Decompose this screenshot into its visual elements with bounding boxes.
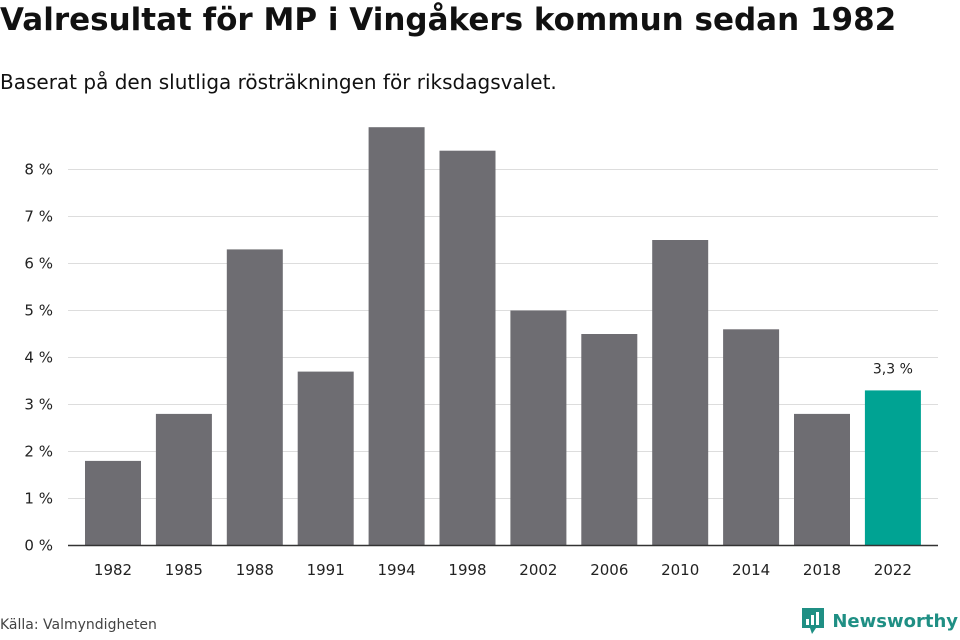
bar bbox=[652, 240, 709, 546]
x-tick-label: 2014 bbox=[732, 561, 770, 579]
newsworthy-logo-icon bbox=[802, 608, 825, 634]
x-tick-label: 2010 bbox=[661, 561, 699, 579]
y-tick-label: 2 % bbox=[24, 443, 53, 461]
bar bbox=[85, 460, 141, 546]
y-tick-label: 1 % bbox=[24, 490, 53, 508]
y-tick-label: 4 % bbox=[24, 349, 53, 367]
bar bbox=[368, 127, 425, 546]
bar bbox=[155, 413, 212, 546]
chart-title: Valresultat för MP i Vingåkers kommun se… bbox=[0, 2, 897, 38]
bar bbox=[581, 334, 638, 546]
x-tick-label: 2006 bbox=[590, 561, 628, 579]
y-tick-label: 3 % bbox=[24, 396, 53, 414]
chart-subtitle: Baserat på den slutliga rösträkningen fö… bbox=[0, 70, 557, 94]
y-tick-label: 8 % bbox=[24, 161, 53, 179]
bar bbox=[864, 390, 921, 546]
x-tick-label: 1998 bbox=[448, 561, 486, 579]
source-note: Källa: Valmyndigheten bbox=[0, 617, 157, 633]
data-label: 3,3 % bbox=[873, 361, 913, 377]
brand-name: Newsworthy bbox=[832, 610, 958, 632]
bar bbox=[794, 413, 850, 546]
bar bbox=[439, 150, 496, 546]
bar bbox=[226, 249, 283, 546]
x-tick-label: 1994 bbox=[378, 561, 416, 579]
bar bbox=[297, 371, 354, 546]
y-tick-label: 5 % bbox=[24, 302, 53, 320]
x-tick-label: 2002 bbox=[519, 561, 557, 579]
y-tick-label: 6 % bbox=[24, 255, 53, 273]
y-tick-label: 7 % bbox=[24, 208, 53, 226]
x-tick-label: 1988 bbox=[236, 561, 274, 579]
x-tick-label: 2018 bbox=[803, 561, 841, 579]
bar bbox=[510, 310, 567, 546]
bar bbox=[723, 329, 780, 546]
x-tick-label: 1991 bbox=[307, 561, 345, 579]
x-tick-label: 2022 bbox=[874, 561, 912, 579]
brand-logo[interactable]: Newsworthy bbox=[800, 606, 958, 636]
x-tick-label: 1982 bbox=[94, 561, 132, 579]
x-tick-label: 1985 bbox=[165, 561, 203, 579]
y-tick-label: 0 % bbox=[24, 537, 53, 555]
bar-chart: 0 % 1 % 2 % 3 % 4 % 5 % 6 % 7 % 8 % 1982 1985 1988 1… bbox=[24, 127, 938, 579]
